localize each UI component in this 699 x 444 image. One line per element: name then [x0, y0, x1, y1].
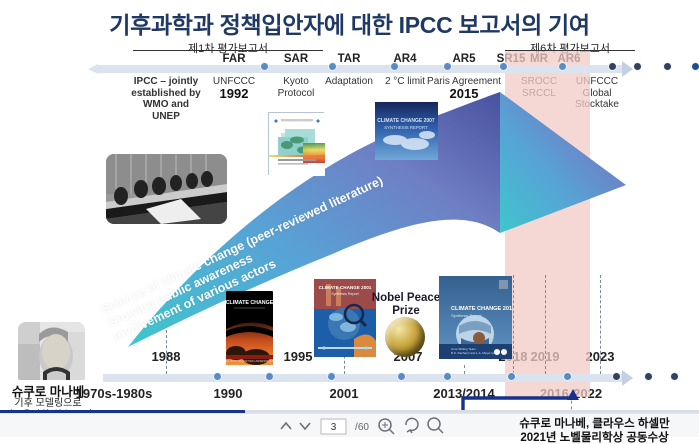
svg-text:CLIMATE CHANGE 2014: CLIMATE CHANGE 2014 — [451, 306, 512, 312]
svg-text:R.K. Pachauri and L.A. Meyer (: R.K. Pachauri and L.A. Meyer (eds.) — [451, 351, 499, 355]
svg-text:THE IPCC SCIENTIFIC ASSESSMENT: THE IPCC SCIENTIFIC ASSESSMENT — [226, 359, 273, 363]
svg-text:Synthesis Report: Synthesis Report — [331, 292, 358, 296]
svg-text:3: 3 — [331, 422, 337, 433]
svg-text:SYNTHESIS REPORT: SYNTHESIS REPORT — [384, 125, 428, 130]
svg-text:CLIMATE CHANGE 2007: CLIMATE CHANGE 2007 — [377, 118, 435, 124]
svg-text:CLIMATE CHANGE: CLIMATE CHANGE — [226, 300, 273, 306]
svg-text:/60: /60 — [355, 422, 369, 433]
svg-text:CLIMATE CHANGE 2001: CLIMATE CHANGE 2001 — [319, 285, 372, 290]
